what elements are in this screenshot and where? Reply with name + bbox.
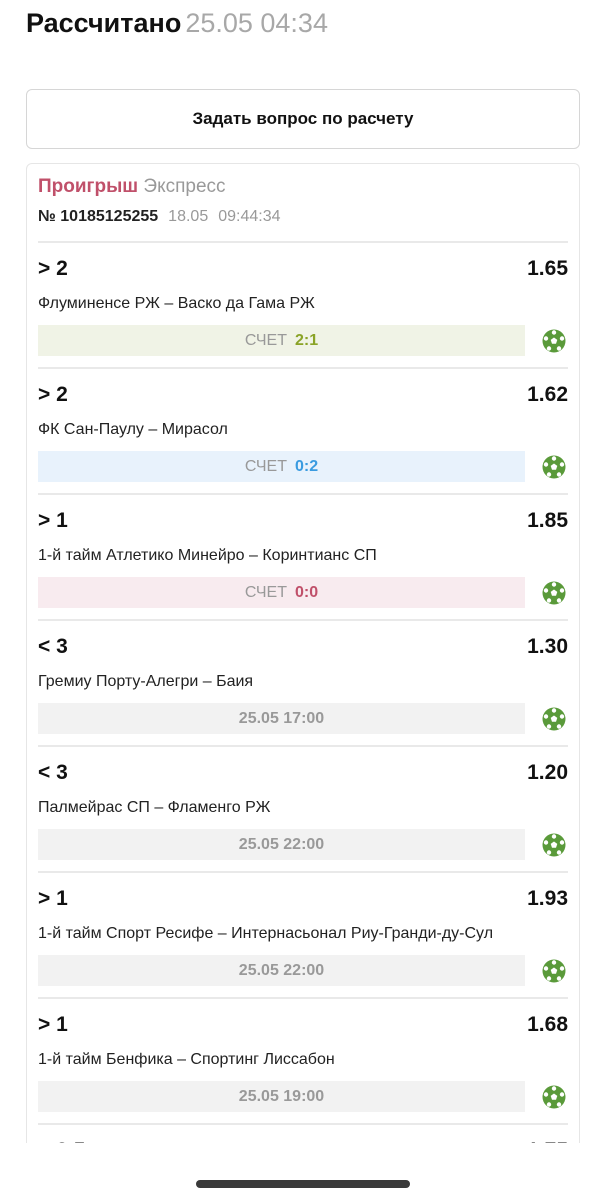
bet-item[interactable]: > 2.5 1.75 <box>38 1125 568 1143</box>
bet-item[interactable]: > 1 1.68 1-й тайм Бенфика – Спортинг Лисс… <box>38 999 568 1125</box>
home-indicator[interactable] <box>196 1180 410 1188</box>
bet-type: Экспресс <box>143 176 226 197</box>
bet-odds: 1.85 <box>527 509 568 532</box>
divider <box>38 241 568 243</box>
ticket-card: Проигрыш Экспресс № 10185125255 18.05 09:4… <box>26 163 580 1143</box>
ticket-status: Проигрыш Экспресс <box>38 176 568 200</box>
bet-item[interactable]: > 2 1.62 ФК Сан-Паулу – Мирасол СЧЕТ 0:2 <box>38 369 568 495</box>
bet-pick: > 2.5 <box>38 1139 85 1143</box>
soccer-ball-icon <box>542 833 566 857</box>
ticket-number: № 10185125255 <box>38 208 159 225</box>
bet-pick: > 1 <box>38 1013 68 1036</box>
match-name: 1-й тайм Атлетико Минейро – Коринтианс С… <box>38 547 377 564</box>
bet-item[interactable]: < 3 1.20 Палмейрас СП – Фламенго РЖ 25.05… <box>38 747 568 873</box>
bet-pick: < 3 <box>38 635 68 658</box>
ask-question-button[interactable]: Задать вопрос по расчету <box>26 89 580 149</box>
soccer-ball-icon <box>542 707 566 731</box>
title-text: Рассчитано <box>26 8 182 38</box>
score-value: 2:1 <box>295 331 319 349</box>
match-time-bar: 25.05 19:00 <box>38 1081 525 1112</box>
match-name: 1-й тайм Бенфика – Спортинг Лиссабон <box>38 1051 335 1068</box>
bet-pick: > 2 <box>38 383 68 406</box>
match-time: 25.05 22:00 <box>238 835 325 853</box>
bet-odds: 1.68 <box>527 1013 568 1036</box>
score-label: СЧЕТ <box>244 583 287 601</box>
soccer-ball-icon <box>542 581 566 605</box>
score-label: СЧЕТ <box>244 457 287 475</box>
soccer-ball-icon <box>542 329 566 353</box>
settled-datetime: 25.05 04:34 <box>185 8 328 38</box>
bet-odds: 1.30 <box>527 635 568 658</box>
bet-item[interactable]: > 1 1.85 1-й тайм Атлетико Минейро – Кори… <box>38 495 568 621</box>
bet-odds: 1.65 <box>527 257 568 280</box>
bet-item[interactable]: < 3 1.30 Гремиу Порту-Алегри – Баия 25.05… <box>38 621 568 747</box>
bet-odds: 1.62 <box>527 383 568 406</box>
bet-pick: > 2 <box>38 257 68 280</box>
match-time-bar: 25.05 22:00 <box>38 955 525 986</box>
status-badge: Проигрыш <box>38 176 139 197</box>
bet-odds: 1.93 <box>527 887 568 910</box>
score-value: 0:0 <box>295 583 319 601</box>
score-bar: СЧЕТ 0:0 <box>38 577 525 608</box>
match-name: Палмейрас СП – Фламенго РЖ <box>38 799 271 816</box>
match-time: 25.05 17:00 <box>238 709 325 727</box>
bet-item[interactable]: > 2 1.65 Флуминенсе РЖ – Васко да Гама РЖ… <box>38 243 568 369</box>
bet-list: > 2 1.65 Флуминенсе РЖ – Васко да Гама РЖ… <box>38 243 568 1143</box>
score-label: СЧЕТ <box>244 331 287 349</box>
match-name: Флуминенсе РЖ – Васко да Гама РЖ <box>38 295 315 312</box>
score-bar: СЧЕТ 2:1 <box>38 325 525 356</box>
match-time-bar: 25.05 22:00 <box>38 829 525 860</box>
bet-odds: 1.20 <box>527 761 568 784</box>
match-time: 25.05 19:00 <box>238 1087 325 1105</box>
match-name: 1-й тайм Спорт Ресифе – Интернасьонал Ри… <box>38 925 494 942</box>
soccer-ball-icon <box>542 959 566 983</box>
page-title: Рассчитано 25.05 04:34 <box>26 8 328 39</box>
bet-pick: > 1 <box>38 509 68 532</box>
match-name: ФК Сан-Паулу – Мирасол <box>38 421 228 438</box>
score-value: 0:2 <box>295 457 319 475</box>
bet-pick: < 3 <box>38 761 68 784</box>
bet-pick: > 1 <box>38 887 68 910</box>
soccer-ball-icon <box>542 1085 566 1109</box>
score-bar: СЧЕТ 0:2 <box>38 451 525 482</box>
ticket-date: 18.05 <box>168 208 209 225</box>
ticket-time: 09:44:34 <box>218 208 281 225</box>
match-name: Гремиу Порту-Алегри – Баия <box>38 673 254 690</box>
match-time: 25.05 22:00 <box>238 961 325 979</box>
soccer-ball-icon <box>542 455 566 479</box>
bet-odds: 1.75 <box>527 1139 568 1143</box>
match-time-bar: 25.05 17:00 <box>38 703 525 734</box>
bet-item[interactable]: > 1 1.93 1-й тайм Спорт Ресифе – Интернас… <box>38 873 568 999</box>
ticket-meta: № 10185125255 18.05 09:44:34 <box>38 208 568 230</box>
